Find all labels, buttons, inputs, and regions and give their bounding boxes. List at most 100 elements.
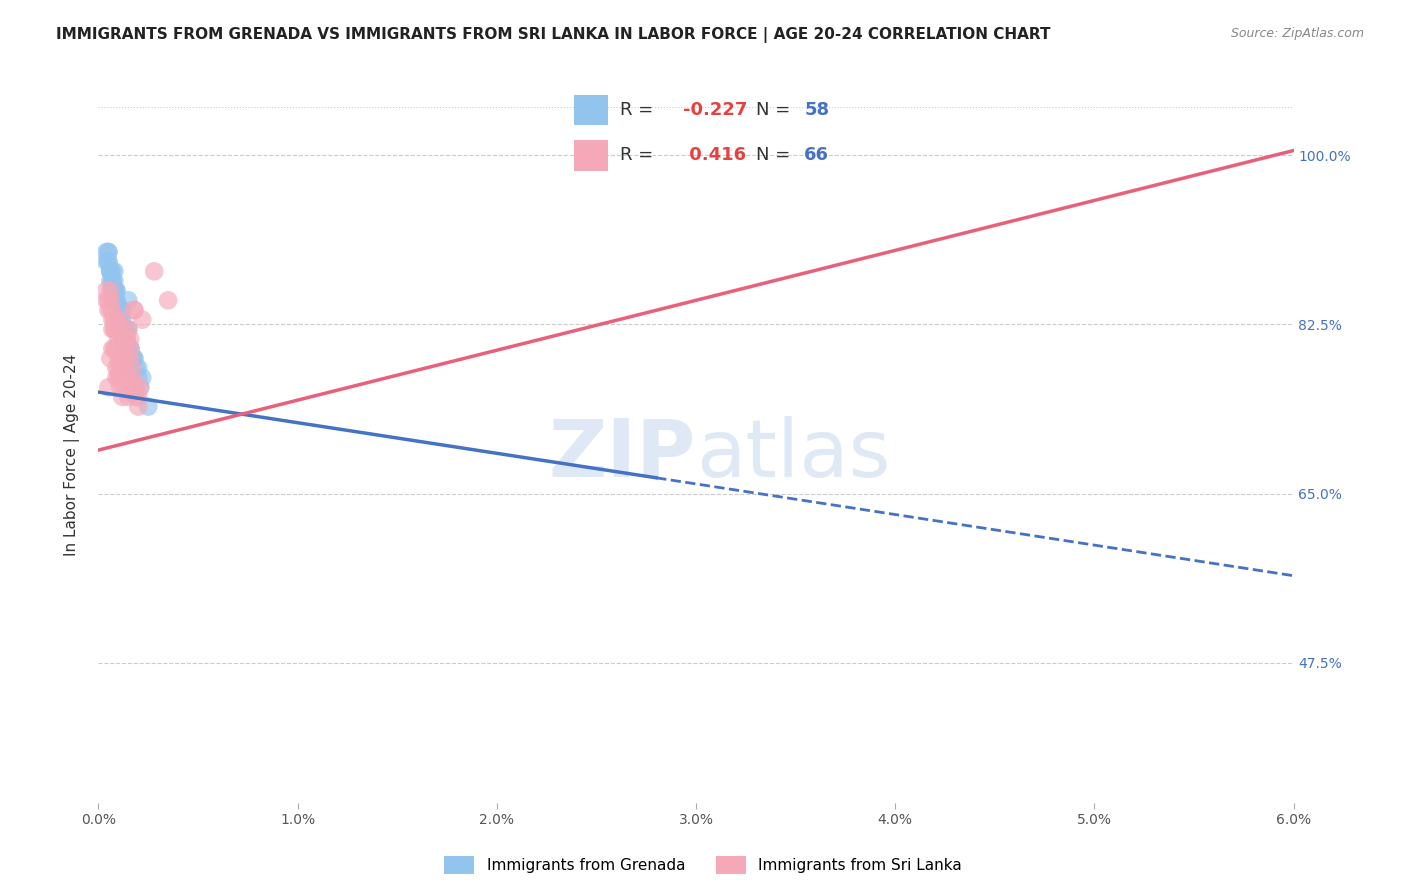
Point	[103, 293, 125, 308]
Point	[107, 312, 129, 326]
Point	[127, 370, 149, 384]
Point	[107, 312, 129, 326]
Point	[97, 244, 120, 259]
Point	[103, 284, 125, 298]
Point	[120, 351, 142, 366]
Point	[103, 322, 125, 336]
Text: R =: R =	[620, 101, 652, 119]
Text: ZIP: ZIP	[548, 416, 696, 494]
Point	[121, 351, 143, 366]
Point	[103, 322, 125, 336]
Point	[103, 312, 125, 326]
Point	[107, 332, 129, 346]
Point	[101, 274, 124, 288]
Point	[105, 370, 128, 384]
Point	[105, 284, 128, 298]
Point	[120, 332, 142, 346]
Point	[124, 302, 146, 317]
Point	[129, 380, 152, 394]
Point	[107, 312, 129, 326]
Point	[103, 264, 125, 278]
Text: R =: R =	[620, 146, 652, 164]
Point	[96, 244, 118, 259]
Point	[131, 370, 153, 384]
Text: 0.416: 0.416	[683, 146, 747, 164]
Point	[96, 284, 118, 298]
Point	[125, 360, 148, 375]
Point	[97, 293, 120, 308]
Point	[112, 370, 135, 384]
Text: 58: 58	[804, 101, 830, 119]
Point	[117, 293, 139, 308]
Point	[101, 342, 124, 356]
Point	[98, 302, 122, 317]
Text: N =: N =	[756, 146, 790, 164]
Point	[105, 293, 128, 308]
Point	[112, 360, 135, 375]
Point	[110, 351, 132, 366]
Point	[107, 302, 129, 317]
Point	[98, 293, 122, 308]
Point	[111, 332, 134, 346]
Point	[120, 342, 142, 356]
Point	[112, 332, 135, 346]
Point	[115, 322, 138, 336]
Point	[131, 312, 153, 326]
Point	[111, 342, 134, 356]
Point	[111, 322, 134, 336]
Text: Source: ZipAtlas.com: Source: ZipAtlas.com	[1230, 27, 1364, 40]
Y-axis label: In Labor Force | Age 20-24: In Labor Force | Age 20-24	[63, 354, 80, 556]
Point	[110, 360, 132, 375]
Text: atlas: atlas	[696, 416, 890, 494]
Point	[127, 390, 149, 404]
Point	[112, 322, 135, 336]
Point	[98, 264, 122, 278]
Point	[103, 342, 125, 356]
Point	[103, 274, 125, 288]
Point	[120, 360, 142, 375]
Point	[105, 312, 128, 326]
Legend: Immigrants from Grenada, Immigrants from Sri Lanka: Immigrants from Grenada, Immigrants from…	[437, 850, 969, 880]
Point	[101, 322, 124, 336]
Point	[112, 332, 135, 346]
Point	[124, 302, 146, 317]
Point	[121, 351, 143, 366]
Point	[103, 284, 125, 298]
Point	[107, 351, 129, 366]
Point	[101, 302, 124, 317]
Point	[103, 312, 125, 326]
Point	[110, 370, 132, 384]
Point	[120, 342, 142, 356]
Point	[111, 390, 134, 404]
Point	[103, 284, 125, 298]
Text: -0.227: -0.227	[683, 101, 748, 119]
Point	[115, 342, 138, 356]
Point	[124, 351, 146, 366]
Point	[120, 380, 142, 394]
Point	[97, 244, 120, 259]
Point	[96, 293, 118, 308]
Point	[105, 322, 128, 336]
Point	[97, 302, 120, 317]
FancyBboxPatch shape	[575, 95, 607, 126]
Point	[110, 380, 132, 394]
Point	[105, 360, 128, 375]
Point	[125, 390, 148, 404]
Point	[111, 342, 134, 356]
Point	[117, 342, 139, 356]
Point	[121, 370, 143, 384]
FancyBboxPatch shape	[575, 140, 607, 170]
Point	[120, 342, 142, 356]
Point	[111, 360, 134, 375]
Point	[107, 312, 129, 326]
Point	[97, 254, 120, 268]
Text: 66: 66	[804, 146, 830, 164]
Point	[101, 274, 124, 288]
Point	[97, 380, 120, 394]
Point	[110, 351, 132, 366]
Point	[105, 293, 128, 308]
Point	[115, 332, 138, 346]
Point	[127, 400, 149, 414]
Point	[124, 351, 146, 366]
Point	[101, 264, 124, 278]
